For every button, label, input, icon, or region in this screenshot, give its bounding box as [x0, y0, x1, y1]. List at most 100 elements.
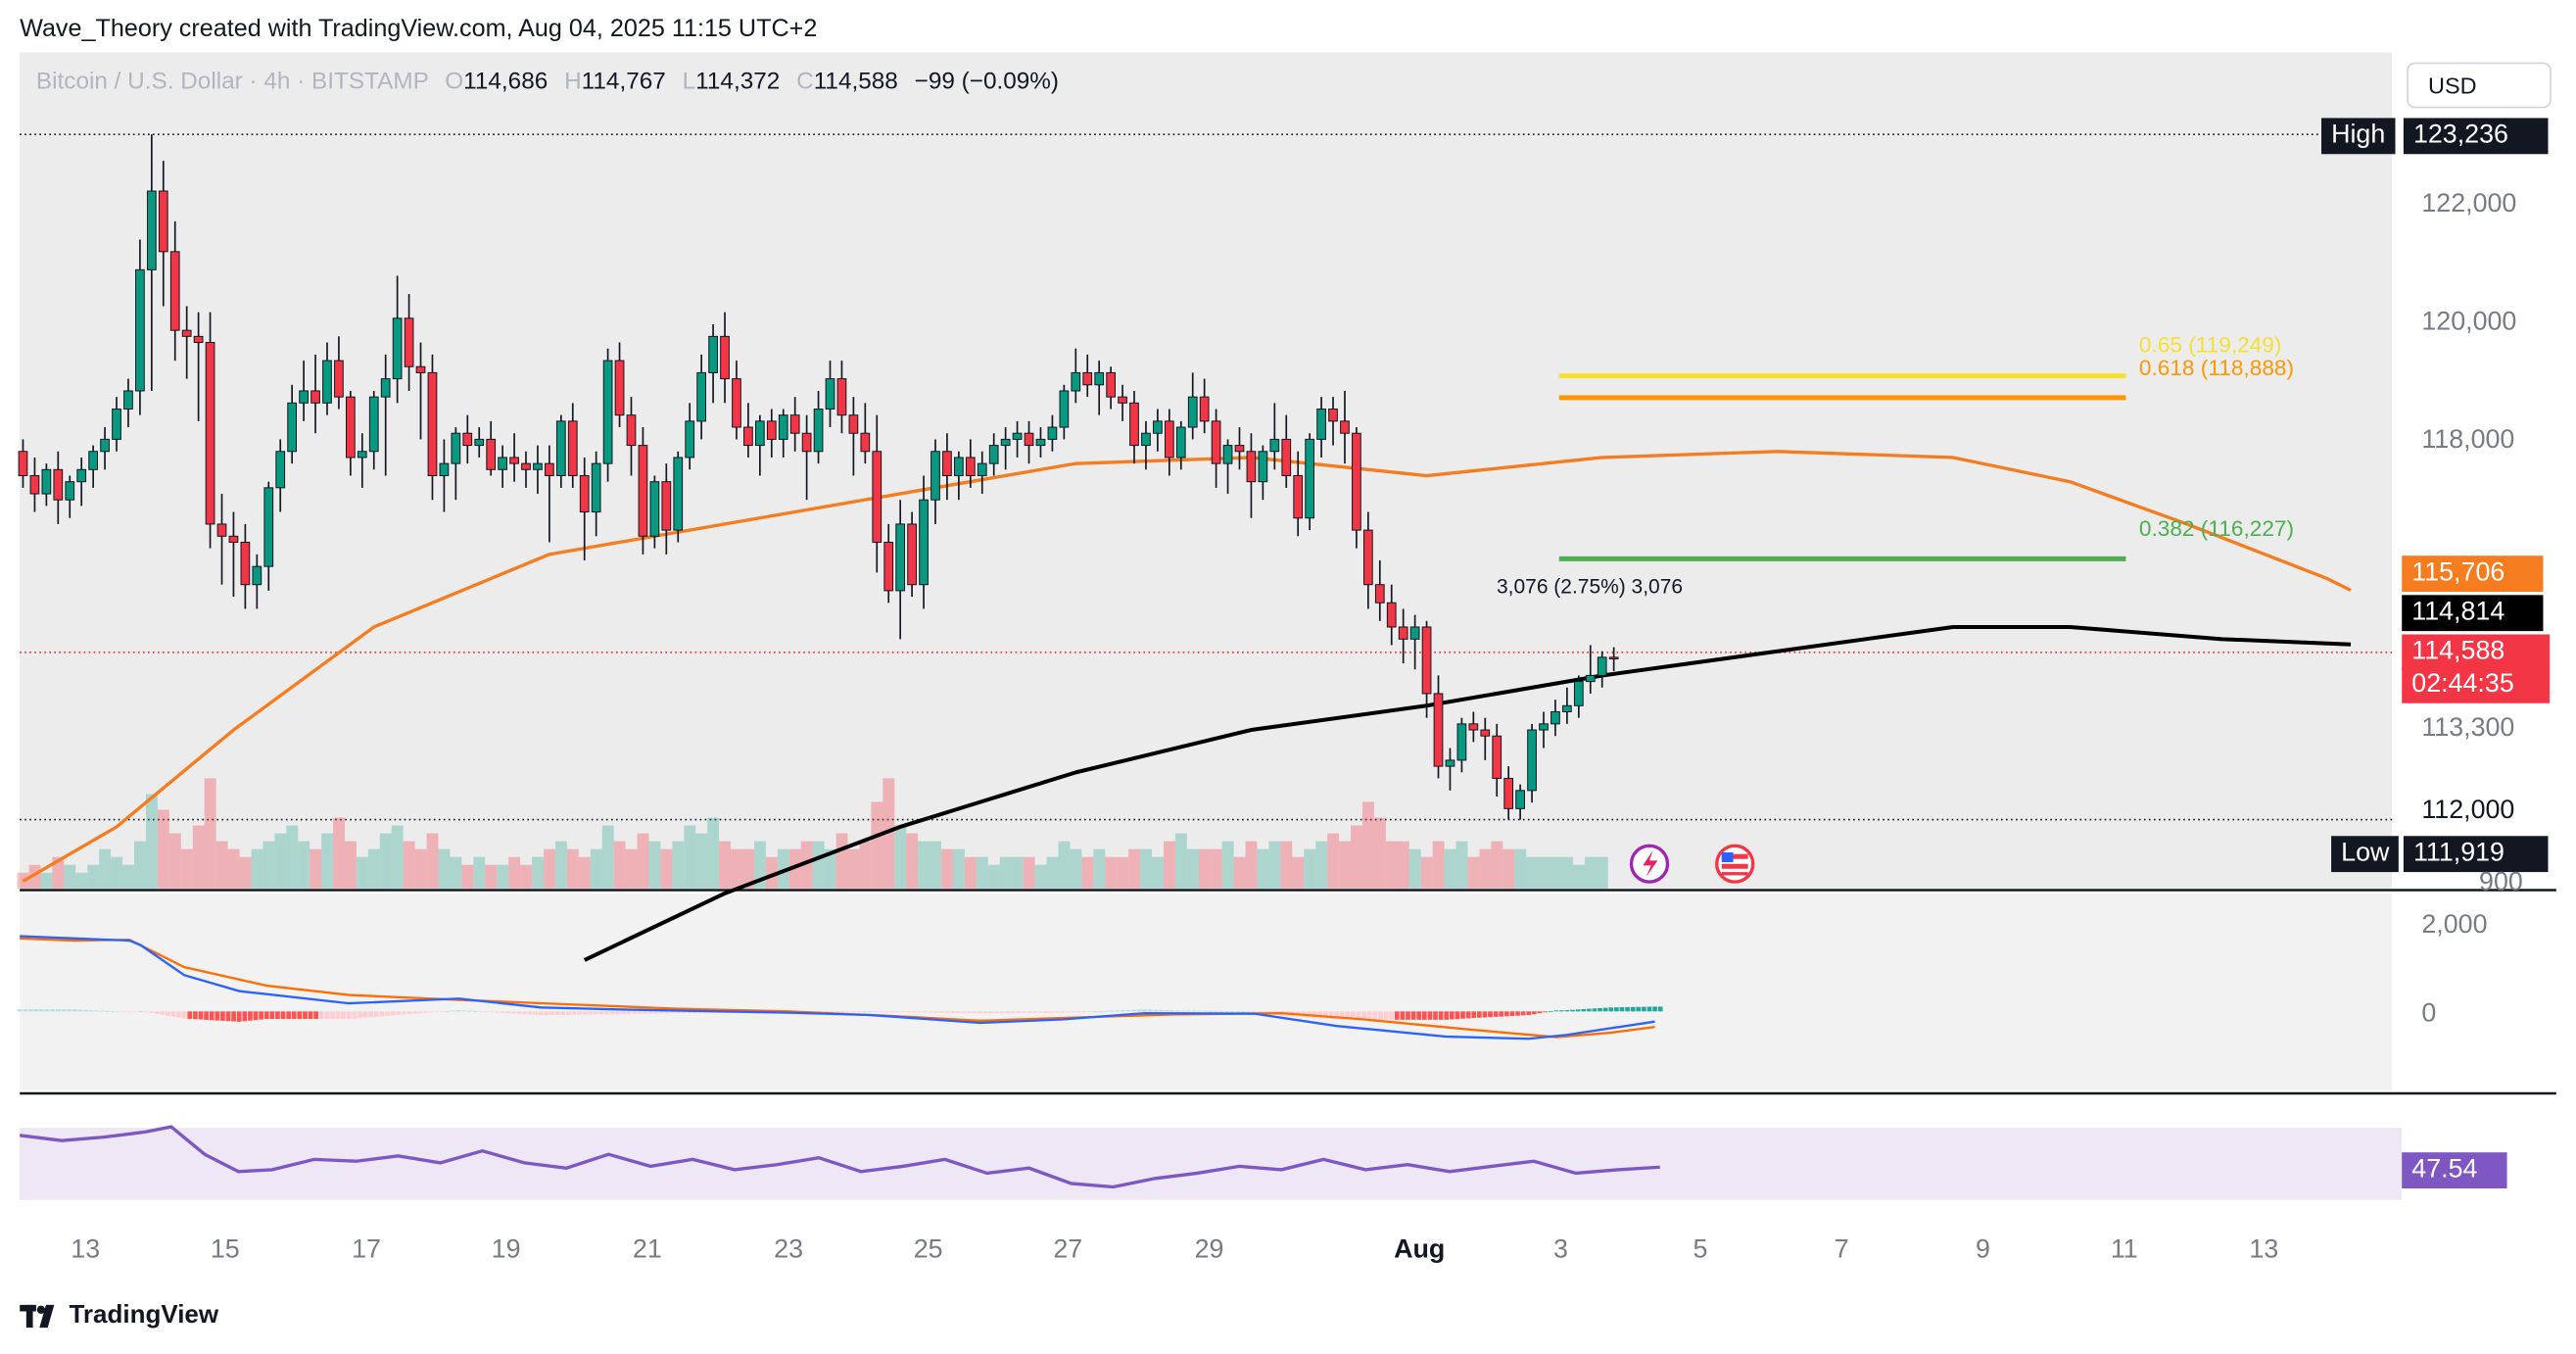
currency-button[interactable]: USD — [2407, 62, 2552, 109]
macd-histogram-bar — [637, 1011, 643, 1014]
candle-body — [708, 335, 718, 373]
macd-histogram-bar — [1026, 1011, 1032, 1013]
candle-body — [521, 462, 531, 470]
macd-histogram-bar — [291, 1011, 297, 1020]
macd-axis-label: 0 — [2421, 999, 2437, 1029]
volume-bar — [52, 856, 65, 889]
macd-histogram-bar — [297, 1011, 303, 1020]
macd-histogram-bar — [1389, 1011, 1395, 1020]
volume-bar — [1070, 848, 1082, 889]
macd-histogram-bar — [1646, 1006, 1652, 1012]
macd-histogram-bar — [1361, 1011, 1367, 1020]
candle — [228, 511, 239, 598]
macd-histogram-bar — [385, 1011, 390, 1016]
macd-histogram-bar — [1218, 1010, 1224, 1012]
macd-histogram-bar — [379, 1011, 385, 1017]
macd-histogram-bar — [1005, 1011, 1010, 1014]
fib-label: 0.618 (118,888) — [2138, 356, 2295, 381]
candle — [1234, 427, 1245, 470]
volume-bar — [765, 856, 778, 889]
candle-body — [1305, 438, 1315, 519]
volume-bar — [742, 848, 754, 889]
candle — [404, 294, 414, 391]
volume-bar — [1221, 841, 1234, 889]
candle — [216, 494, 227, 585]
macd-histogram-bar — [1125, 1009, 1131, 1012]
candle — [1550, 700, 1560, 737]
macd-histogram-bar — [138, 1011, 143, 1012]
us-flag-icon[interactable] — [1715, 844, 1755, 884]
candle — [1129, 390, 1139, 464]
volume-bar — [286, 825, 299, 889]
volume-bar — [485, 864, 498, 889]
candle-body — [1492, 735, 1503, 779]
candle — [977, 451, 987, 495]
volume-bar — [1280, 841, 1293, 889]
lightning-icon[interactable] — [1629, 844, 1670, 884]
volume-bar — [344, 841, 357, 889]
candle — [1305, 433, 1315, 531]
volume-bar — [310, 848, 322, 889]
macd-histogram-bar — [396, 1011, 402, 1016]
candle-body — [1234, 445, 1245, 453]
candle — [626, 397, 637, 476]
volume-bar — [1572, 864, 1585, 889]
macd-pane — [17, 935, 1663, 1040]
macd-histogram-bar — [132, 1011, 138, 1013]
candle — [696, 354, 707, 440]
candle-body — [602, 360, 613, 464]
macd-histogram-bar — [126, 1011, 132, 1013]
low-value-tag: 111,919 — [2403, 836, 2549, 873]
candle-body — [1164, 420, 1174, 459]
candle — [380, 354, 391, 476]
volume-bar — [28, 864, 41, 889]
candle-body — [720, 335, 730, 380]
candle-body — [76, 468, 87, 483]
candle — [919, 475, 929, 609]
candle-body — [1211, 420, 1221, 464]
candle-body — [801, 432, 812, 453]
macd-histogram-bar — [659, 1011, 664, 1014]
volume-bar — [648, 841, 661, 889]
symbol-legend[interactable]: Bitcoin / U.S. Dollar · 4h · BITSTAMP O1… — [36, 69, 1059, 95]
tradingview-logo[interactable]: TradingView — [20, 1301, 218, 1330]
candle-body — [626, 414, 637, 447]
candle-body — [1328, 409, 1338, 422]
candle — [1059, 384, 1070, 440]
candle-body — [252, 565, 262, 586]
candle — [895, 500, 906, 640]
macd-histogram-bar — [1136, 1009, 1142, 1012]
close-value: 114,588 — [813, 69, 898, 96]
candle-body — [789, 414, 800, 434]
macd-histogram-bar — [412, 1011, 417, 1014]
volume-bar — [1046, 856, 1059, 889]
candle — [1153, 409, 1163, 452]
candle — [614, 342, 625, 428]
candle-body — [545, 462, 554, 476]
candle-body — [181, 329, 192, 337]
candle-body — [415, 365, 426, 373]
candle — [1175, 420, 1186, 470]
volume-bar — [180, 848, 193, 889]
macd-histogram-bar — [1625, 1006, 1630, 1012]
macd-histogram-bar — [1115, 1010, 1120, 1012]
candle — [474, 427, 485, 458]
macd-histogram-bar — [1455, 1011, 1460, 1020]
volume-bar — [251, 848, 263, 889]
candle-body — [766, 420, 777, 440]
price-axis-label: 113,300 — [2421, 714, 2515, 743]
macd-histogram-bar — [845, 1011, 851, 1013]
candle — [1527, 723, 1537, 803]
volume-bar — [145, 794, 158, 889]
macd-histogram-bar — [72, 1009, 77, 1012]
macd-histogram-bar — [143, 1011, 149, 1013]
candle — [1141, 420, 1151, 470]
macd-histogram-bar — [193, 1011, 198, 1020]
ema200-path — [583, 624, 2352, 962]
candle — [18, 439, 28, 488]
candle-body — [965, 457, 976, 476]
macd-histogram-bar — [670, 1011, 676, 1014]
macd-histogram-bar — [549, 1011, 554, 1016]
macd-histogram-bar — [993, 1011, 999, 1014]
